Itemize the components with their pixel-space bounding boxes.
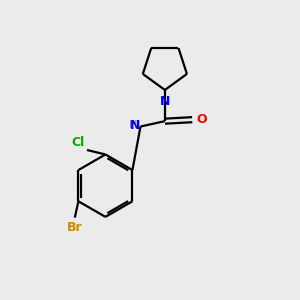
Text: O: O	[197, 113, 207, 126]
Text: Br: Br	[67, 220, 83, 234]
Text: N: N	[160, 95, 170, 108]
Text: Cl: Cl	[71, 136, 85, 148]
Text: H: H	[129, 120, 137, 130]
Text: N: N	[130, 119, 140, 132]
